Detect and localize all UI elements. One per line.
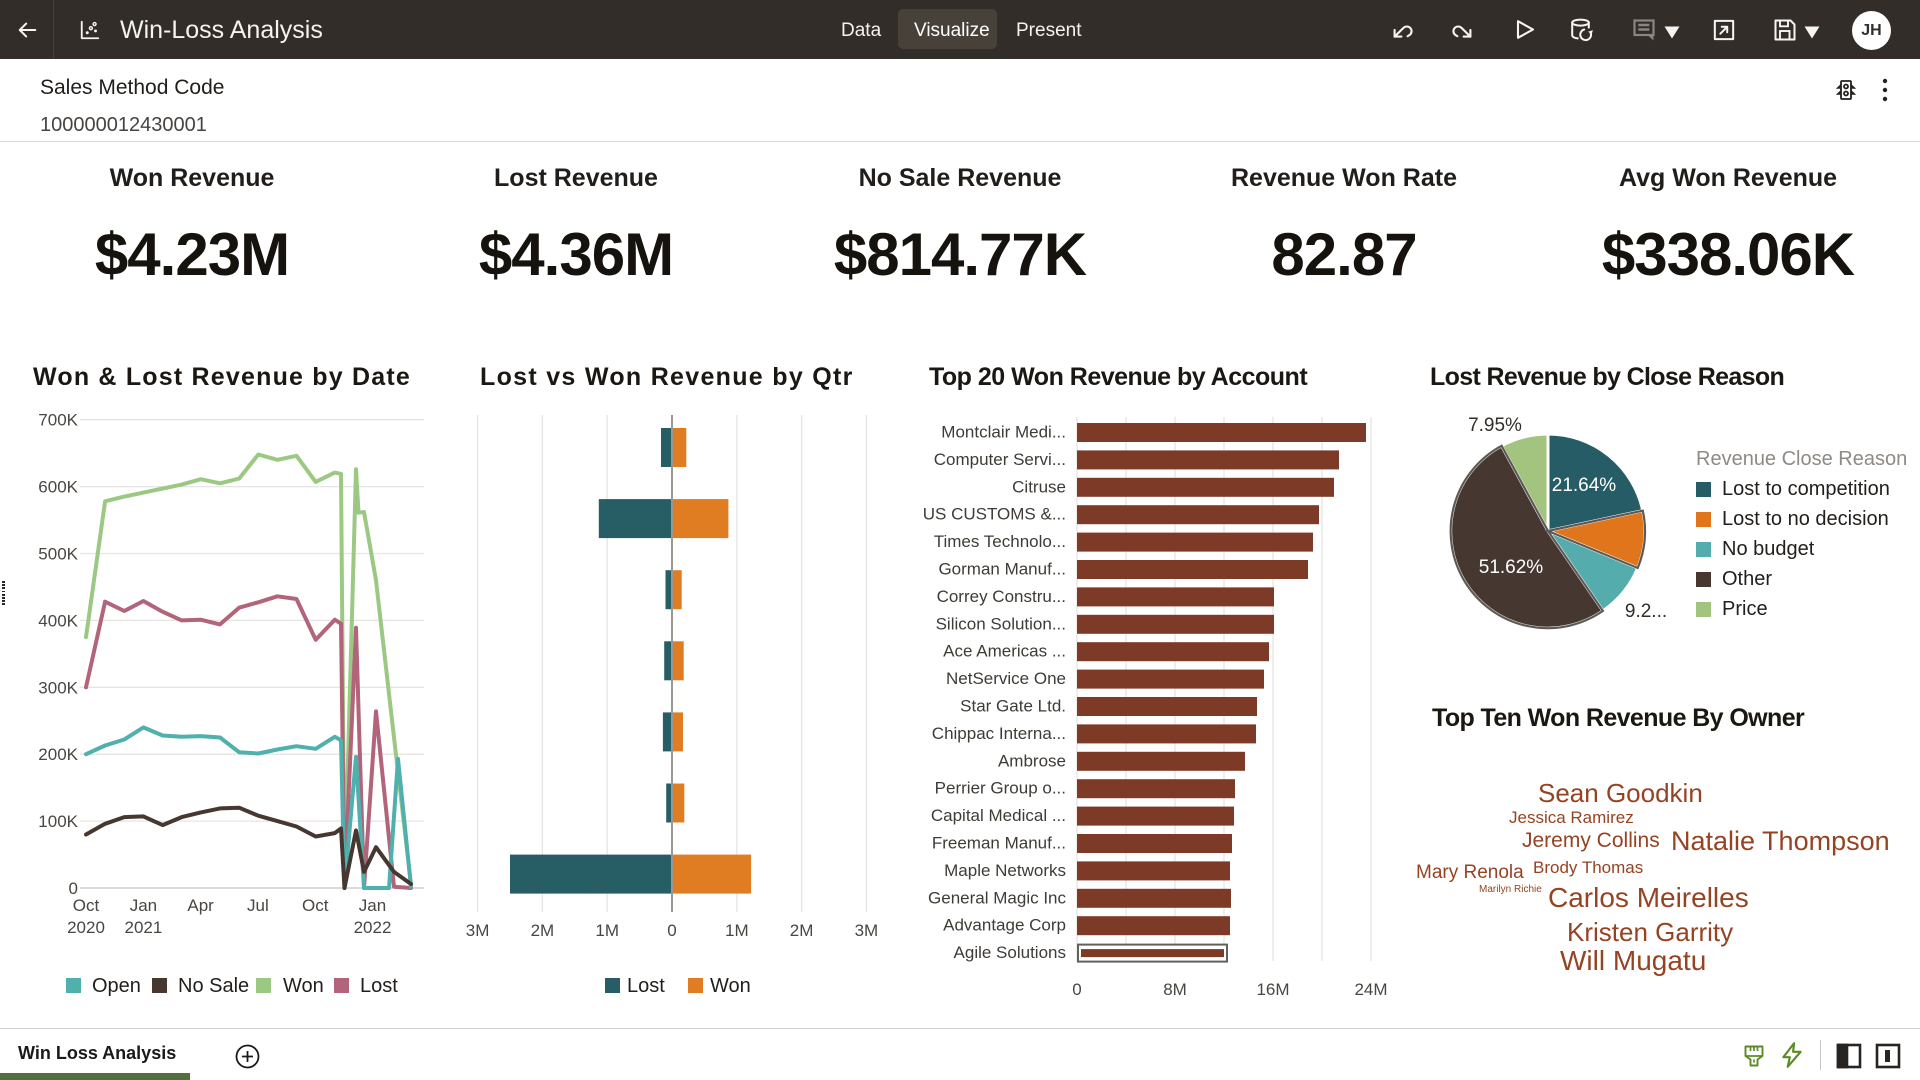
svg-text:700K: 700K — [38, 411, 78, 430]
svg-text:Other: Other — [1722, 568, 1772, 590]
svg-text:Ambrose: Ambrose — [998, 751, 1066, 770]
svg-text:3M: 3M — [466, 921, 490, 940]
svg-text:Apr: Apr — [187, 896, 214, 915]
svg-text:Ace Americas ...: Ace Americas ... — [943, 642, 1066, 661]
svg-text:Correy Constru...: Correy Constru... — [937, 587, 1066, 606]
svg-text:Jan: Jan — [130, 896, 157, 915]
svg-text:2021: 2021 — [124, 918, 162, 937]
svg-text:Perrier Group o...: Perrier Group o... — [935, 779, 1066, 798]
svg-text:Lost: Lost — [360, 975, 398, 997]
svg-text:Open: Open — [92, 975, 141, 997]
svg-text:Computer Servi...: Computer Servi... — [934, 450, 1066, 469]
svg-text:Capital Medical ...: Capital Medical ... — [931, 806, 1066, 825]
svg-text:7.95%: 7.95% — [1468, 415, 1522, 436]
svg-text:2022: 2022 — [354, 918, 392, 937]
svg-text:Oct: Oct — [73, 896, 100, 915]
svg-text:0: 0 — [1072, 980, 1081, 999]
svg-text:Star Gate Ltd.: Star Gate Ltd. — [960, 697, 1066, 716]
svg-text:Silicon Solution...: Silicon Solution... — [936, 614, 1066, 633]
svg-text:Lost: Lost — [627, 975, 665, 997]
svg-text:500K: 500K — [38, 545, 78, 564]
svg-text:Times Technolo...: Times Technolo... — [934, 532, 1066, 551]
svg-text:2M: 2M — [790, 921, 814, 940]
svg-text:8M: 8M — [1163, 980, 1187, 999]
svg-text:Lost to competition: Lost to competition — [1722, 478, 1890, 500]
svg-text:Won: Won — [283, 975, 324, 997]
svg-text:General Magic Inc: General Magic Inc — [928, 888, 1066, 907]
svg-text:300K: 300K — [38, 678, 78, 697]
svg-text:Chippac Interna...: Chippac Interna... — [932, 724, 1066, 743]
svg-text:NetService One: NetService One — [946, 669, 1066, 688]
svg-text:21.64%: 21.64% — [1552, 475, 1617, 496]
svg-text:No Sale: No Sale — [178, 975, 249, 997]
svg-text:Oct: Oct — [302, 896, 329, 915]
svg-text:3M: 3M — [855, 921, 879, 940]
svg-text:400K: 400K — [38, 611, 78, 630]
svg-text:Revenue Close Reason: Revenue Close Reason — [1696, 448, 1907, 470]
svg-text:0: 0 — [667, 921, 676, 940]
svg-text:Jan: Jan — [359, 896, 386, 915]
svg-text:0: 0 — [69, 879, 78, 898]
svg-text:Agile Solutions: Agile Solutions — [954, 943, 1066, 962]
svg-text:No budget: No budget — [1722, 538, 1815, 560]
svg-text:Maple Networks: Maple Networks — [944, 861, 1066, 880]
svg-text:Citruse: Citruse — [1012, 477, 1066, 496]
svg-text:2020: 2020 — [67, 918, 105, 937]
svg-text:Won: Won — [710, 975, 751, 997]
svg-text:1M: 1M — [595, 921, 619, 940]
svg-text:Freeman Manuf...: Freeman Manuf... — [932, 834, 1066, 853]
svg-text:200K: 200K — [38, 745, 78, 764]
svg-text:24M: 24M — [1354, 980, 1387, 999]
svg-text:Price: Price — [1722, 598, 1768, 620]
svg-text:Jul: Jul — [247, 896, 269, 915]
svg-text:9.2...: 9.2... — [1625, 601, 1667, 622]
svg-text:Lost to no decision: Lost to no decision — [1722, 508, 1889, 530]
svg-text:100K: 100K — [38, 812, 78, 831]
svg-text:Advantage Corp: Advantage Corp — [943, 916, 1066, 935]
svg-text:US CUSTOMS &...: US CUSTOMS &... — [923, 505, 1066, 524]
svg-text:600K: 600K — [38, 478, 78, 497]
svg-text:1M: 1M — [725, 921, 749, 940]
svg-text:Gorman Manuf...: Gorman Manuf... — [938, 560, 1066, 579]
svg-text:51.62%: 51.62% — [1479, 557, 1544, 578]
svg-text:16M: 16M — [1256, 980, 1289, 999]
svg-text:2M: 2M — [531, 921, 555, 940]
svg-text:Montclair Medi...: Montclair Medi... — [941, 423, 1066, 442]
